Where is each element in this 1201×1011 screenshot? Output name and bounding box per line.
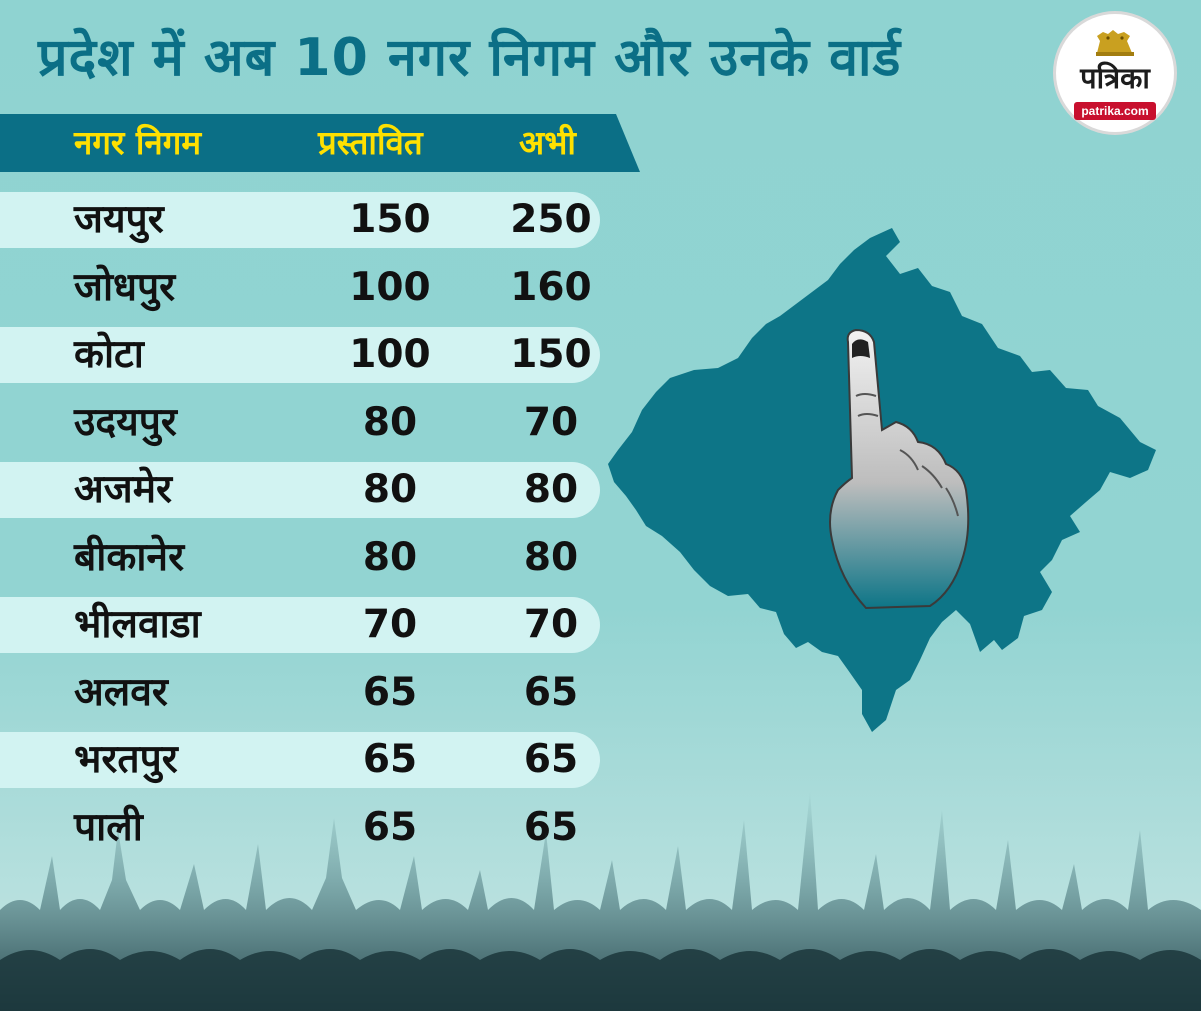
table-row: उदयपुर 80 70 (0, 389, 600, 457)
table-row: बीकानेर 80 80 (0, 524, 600, 592)
city-name: अजमेर (74, 467, 173, 512)
ward-table: जयपुर 150 250 जोधपुर 100 160 कोटा 100 15… (0, 186, 600, 861)
current-wards: 70 (523, 399, 579, 445)
current-wards: 250 (510, 197, 592, 242)
proposed-wards: 80 (362, 399, 418, 445)
city-name: जोधपुर (74, 264, 176, 310)
city-name: पाली (74, 804, 143, 850)
logo-wordmark: पत्रिका (1080, 61, 1150, 95)
city-name: जयपुर (74, 197, 164, 242)
current-wards: 65 (523, 804, 579, 850)
header-city: नगर निगम (74, 123, 202, 162)
table-row: जोधपुर 100 160 (0, 254, 600, 322)
table-row: भीलवाडा 70 70 (0, 591, 600, 659)
table-row: अलवर 65 65 (0, 659, 600, 727)
rajasthan-map (608, 228, 1156, 732)
crowd-silhouette (0, 790, 1201, 1011)
proposed-wards: 100 (349, 332, 431, 377)
table-row: भरतपुर 65 65 (0, 726, 600, 794)
current-wards: 65 (523, 669, 579, 715)
lion-emblem-icon (1096, 30, 1134, 56)
header-current: अभी (519, 123, 576, 162)
proposed-wards: 150 (349, 197, 431, 242)
current-wards: 80 (523, 467, 579, 512)
current-wards: 160 (510, 264, 592, 310)
city-name: कोटा (74, 332, 144, 377)
table-row: पाली 65 65 (0, 794, 600, 862)
current-wards: 70 (523, 602, 579, 647)
city-name: भीलवाडा (74, 602, 201, 647)
patrika-logo: पत्रिका patrika.com (1056, 14, 1174, 132)
current-wards: 150 (510, 332, 592, 377)
table-header-band (0, 114, 640, 172)
proposed-wards: 80 (362, 534, 418, 580)
table-row: अजमेर 80 80 (0, 456, 600, 524)
city-name: भरतपुर (74, 737, 178, 782)
proposed-wards: 65 (362, 669, 418, 715)
proposed-wards: 80 (362, 467, 418, 512)
proposed-wards: 65 (362, 737, 418, 782)
current-wards: 80 (523, 534, 579, 580)
proposed-wards: 65 (362, 804, 418, 850)
page-title: प्रदेश में अब 10 नगर निगम और उनके वार्ड (38, 28, 902, 88)
city-name: उदयपुर (74, 399, 177, 445)
header-proposed: प्रस्तावित (318, 123, 423, 162)
logo-url: patrika.com (1074, 102, 1156, 120)
city-name: बीकानेर (74, 534, 185, 580)
inked-voting-finger-icon (829, 328, 970, 610)
current-wards: 65 (523, 737, 579, 782)
table-row: जयपुर 150 250 (0, 186, 600, 254)
table-row: कोटा 100 150 (0, 321, 600, 389)
city-name: अलवर (74, 669, 168, 715)
proposed-wards: 70 (362, 602, 418, 647)
proposed-wards: 100 (349, 264, 431, 310)
